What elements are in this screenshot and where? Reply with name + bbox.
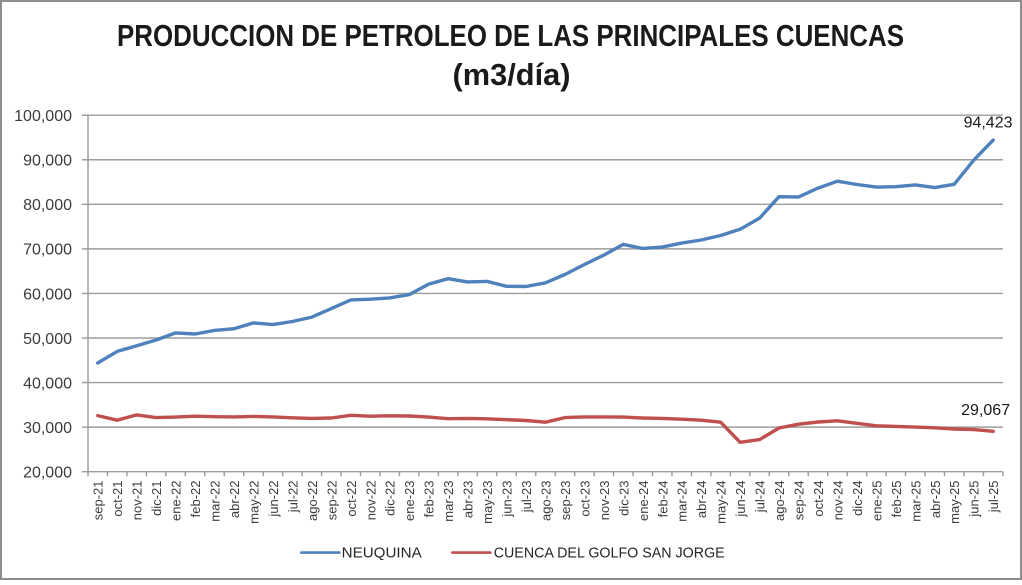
svg-text:ago-24: ago-24 (772, 481, 787, 521)
svg-text:60,000: 60,000 (23, 286, 72, 303)
svg-text:jun-23: jun-23 (500, 481, 515, 518)
svg-text:ene-23: ene-23 (402, 481, 417, 521)
svg-text:jul-23: jul-23 (519, 481, 534, 514)
svg-text:40,000: 40,000 (23, 375, 72, 392)
svg-text:jun-22: jun-22 (266, 481, 281, 518)
svg-text:29,067: 29,067 (961, 402, 1010, 419)
svg-text:70,000: 70,000 (23, 242, 72, 259)
svg-text:feb-25: feb-25 (889, 481, 904, 518)
svg-text:oct-24: oct-24 (811, 481, 826, 517)
svg-text:94,423: 94,423 (964, 115, 1013, 132)
svg-text:oct-22: oct-22 (344, 481, 359, 517)
svg-text:(m3/día): (m3/día) (453, 57, 571, 92)
svg-text:feb-23: feb-23 (422, 481, 437, 518)
svg-text:80,000: 80,000 (23, 197, 72, 214)
svg-text:mar-22: mar-22 (208, 481, 223, 522)
svg-text:ago-23: ago-23 (538, 481, 553, 521)
svg-text:nov-21: nov-21 (130, 481, 145, 521)
svg-text:NEUQUINA: NEUQUINA (342, 545, 422, 562)
svg-text:sep-21: sep-21 (91, 481, 106, 521)
svg-text:PRODUCCION DE PETROLEO DE LAS: PRODUCCION DE PETROLEO DE LAS PRINCIPALE… (117, 18, 904, 53)
svg-text:mar-24: mar-24 (675, 481, 690, 522)
svg-text:jun-25: jun-25 (967, 481, 982, 518)
svg-text:may-22: may-22 (246, 481, 261, 524)
svg-text:may-23: may-23 (480, 481, 495, 524)
svg-text:90,000: 90,000 (23, 153, 72, 170)
svg-text:30,000: 30,000 (23, 420, 72, 437)
svg-text:may-24: may-24 (714, 481, 729, 524)
svg-text:100,000: 100,000 (14, 108, 72, 125)
svg-text:jul-24: jul-24 (753, 481, 768, 514)
svg-text:ene-22: ene-22 (169, 481, 184, 521)
svg-text:ago-22: ago-22 (305, 481, 320, 521)
svg-text:dic-24: dic-24 (850, 481, 865, 516)
svg-text:sep-22: sep-22 (324, 481, 339, 521)
svg-text:oct-21: oct-21 (110, 481, 125, 517)
svg-text:mar-23: mar-23 (441, 481, 456, 522)
svg-text:jun-24: jun-24 (733, 481, 748, 518)
svg-text:abr-24: abr-24 (694, 481, 709, 519)
svg-text:oct-23: oct-23 (577, 481, 592, 517)
svg-text:dic-23: dic-23 (616, 481, 631, 516)
svg-text:abr-22: abr-22 (227, 481, 242, 519)
svg-text:abr-25: abr-25 (928, 481, 943, 519)
svg-text:50,000: 50,000 (23, 331, 72, 348)
svg-text:dic-22: dic-22 (383, 481, 398, 516)
svg-text:feb-24: feb-24 (655, 481, 670, 518)
svg-text:sep-24: sep-24 (792, 481, 807, 521)
svg-text:dic-21: dic-21 (149, 481, 164, 516)
svg-text:20,000: 20,000 (23, 465, 72, 482)
svg-text:ene-24: ene-24 (636, 481, 651, 521)
svg-text:nov-24: nov-24 (830, 481, 845, 521)
svg-text:feb-22: feb-22 (188, 481, 203, 518)
svg-text:jul-25: jul-25 (986, 481, 1001, 514)
svg-text:sep-23: sep-23 (558, 481, 573, 521)
svg-text:nov-22: nov-22 (363, 481, 378, 521)
svg-text:CUENCA DEL GOLFO SAN JORGE: CUENCA DEL GOLFO SAN JORGE (494, 545, 725, 562)
svg-text:ene-25: ene-25 (869, 481, 884, 521)
svg-text:nov-23: nov-23 (597, 481, 612, 521)
svg-text:may-25: may-25 (947, 481, 962, 524)
svg-text:jul-22: jul-22 (285, 481, 300, 514)
svg-text:abr-23: abr-23 (461, 481, 476, 519)
svg-text:mar-25: mar-25 (908, 481, 923, 522)
